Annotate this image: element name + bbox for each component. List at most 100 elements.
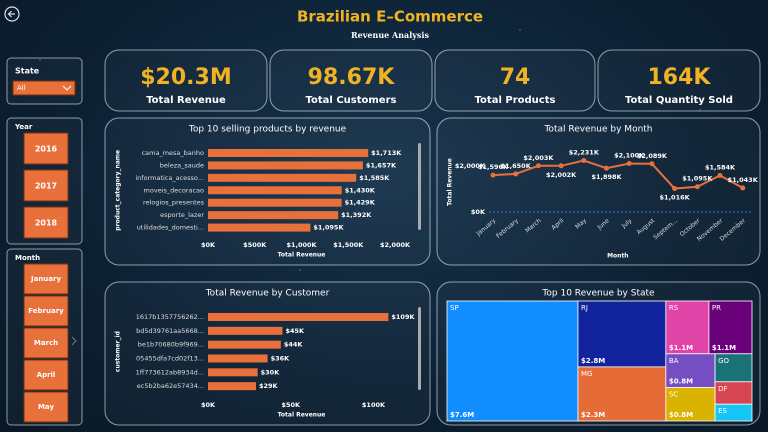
scrollbar[interactable] (418, 143, 421, 230)
value-label: $1,392K (341, 211, 372, 219)
chart-panel (104, 281, 431, 426)
category-label: beleza_saude (160, 161, 204, 169)
dropdown-chevron (62, 85, 72, 91)
category-label: utilidades_domesti... (137, 224, 204, 232)
scrollbar[interactable] (418, 307, 421, 390)
year-button[interactable] (23, 206, 69, 239)
value-label: $1,430K (345, 186, 376, 194)
month-slicer (6, 248, 83, 426)
kpi-card (104, 49, 268, 112)
tile-value: $2.8M (581, 357, 605, 365)
bar (208, 354, 268, 363)
tile-value: $2.3M (581, 411, 605, 419)
bar (208, 149, 369, 157)
bar (208, 223, 311, 232)
slicer-label: Year (14, 123, 33, 131)
point (604, 165, 609, 171)
kpi-label: Total Quantity Sold (625, 95, 733, 106)
slicer-label: State (15, 67, 40, 76)
chart-panel (104, 117, 431, 266)
month-button[interactable] (23, 295, 69, 327)
state-dropdown[interactable] (12, 80, 76, 96)
month-button[interactable] (23, 263, 69, 295)
value-label: $2,231K (569, 149, 600, 157)
tile-label: SP (450, 304, 459, 312)
line (492, 159, 744, 190)
year-button[interactable] (23, 169, 69, 202)
value-label: $36K (271, 355, 291, 363)
y-tick-label: $2,000K (455, 162, 486, 170)
value-label: $1,650K (501, 162, 532, 170)
value-label: $45K (285, 327, 305, 335)
chart-panel (436, 281, 761, 426)
month-button[interactable] (23, 327, 69, 359)
value-label: $1,657K (366, 161, 397, 169)
year-option: 2016 (35, 145, 58, 154)
x-tick-label: $100K (362, 401, 386, 409)
month-option: March (34, 339, 58, 347)
value-label: $29K (259, 382, 279, 390)
value-label: $2,003K (523, 154, 554, 162)
state-slicer (6, 57, 83, 105)
tile-value: $7.6M (450, 411, 474, 419)
tile-label: BA (669, 357, 679, 365)
tile-label: ES (718, 407, 727, 415)
kpi-label: Total Customers (306, 95, 397, 106)
back-button[interactable] (4, 6, 20, 22)
chart-title: Top 10 Revenue by State (541, 289, 655, 299)
bar (208, 382, 256, 391)
point (581, 158, 587, 164)
back-arrow (7, 10, 15, 18)
point (626, 161, 632, 167)
y-axis-label: customer_id (115, 331, 122, 372)
x-tick-label: $0K (201, 241, 216, 249)
treemap-tile (446, 300, 579, 422)
bar (208, 173, 357, 182)
category-label: informatica_acesso... (135, 174, 204, 182)
point (672, 186, 678, 192)
value-label: $1,095K (313, 224, 344, 232)
slicer-label: Month (15, 254, 40, 262)
point (490, 172, 496, 178)
x-axis-label: Month (607, 253, 629, 260)
tile-label: PR (712, 304, 721, 312)
kpi-card (269, 49, 433, 112)
point (558, 163, 564, 169)
x-axis-label: Total Revenue (278, 252, 326, 259)
value-label: $2,089K (637, 152, 668, 160)
treemap-tile (665, 300, 710, 355)
category-label: moveis_decoracao (144, 186, 204, 194)
tile-value: $1.1M (669, 344, 693, 352)
treemap-tile (708, 300, 753, 355)
year-option: 2017 (35, 182, 57, 191)
month-button[interactable] (23, 359, 69, 391)
value-label: $1,584K (705, 163, 736, 171)
value-label: $1,713K (371, 149, 402, 157)
value-label: $1,016K (660, 194, 691, 202)
category-label: bd5d39761aa5668... (136, 327, 204, 335)
value-label: $1,898K (591, 173, 622, 181)
value-label: $109K (391, 313, 415, 321)
bar (208, 186, 342, 195)
category-label: 05455dfa7cd02f13... (136, 355, 204, 363)
point (694, 184, 700, 190)
point (535, 163, 541, 169)
year-slicer (6, 117, 83, 245)
year-button[interactable] (23, 132, 69, 165)
category-label: cama_mesa_banho (142, 149, 204, 157)
page-subtitle: Revenue Analysis (351, 30, 429, 40)
value-label: $44K (284, 341, 304, 349)
month-button[interactable] (23, 391, 69, 423)
value-label: $1,429K (345, 199, 376, 207)
treemap-tile (665, 386, 716, 422)
value-label: $1,043K (728, 176, 759, 184)
kpi-card (597, 49, 761, 112)
value-label: $2,100K (614, 152, 645, 160)
tile-label: RJ (581, 304, 588, 312)
month-option: May (38, 403, 54, 411)
chart-title: Total Revenue by Customer (205, 289, 330, 299)
x-axis-label: Total Revenue (278, 412, 326, 419)
tile-label: RS (669, 304, 679, 312)
chart-title: Total Revenue by Month (543, 125, 652, 135)
